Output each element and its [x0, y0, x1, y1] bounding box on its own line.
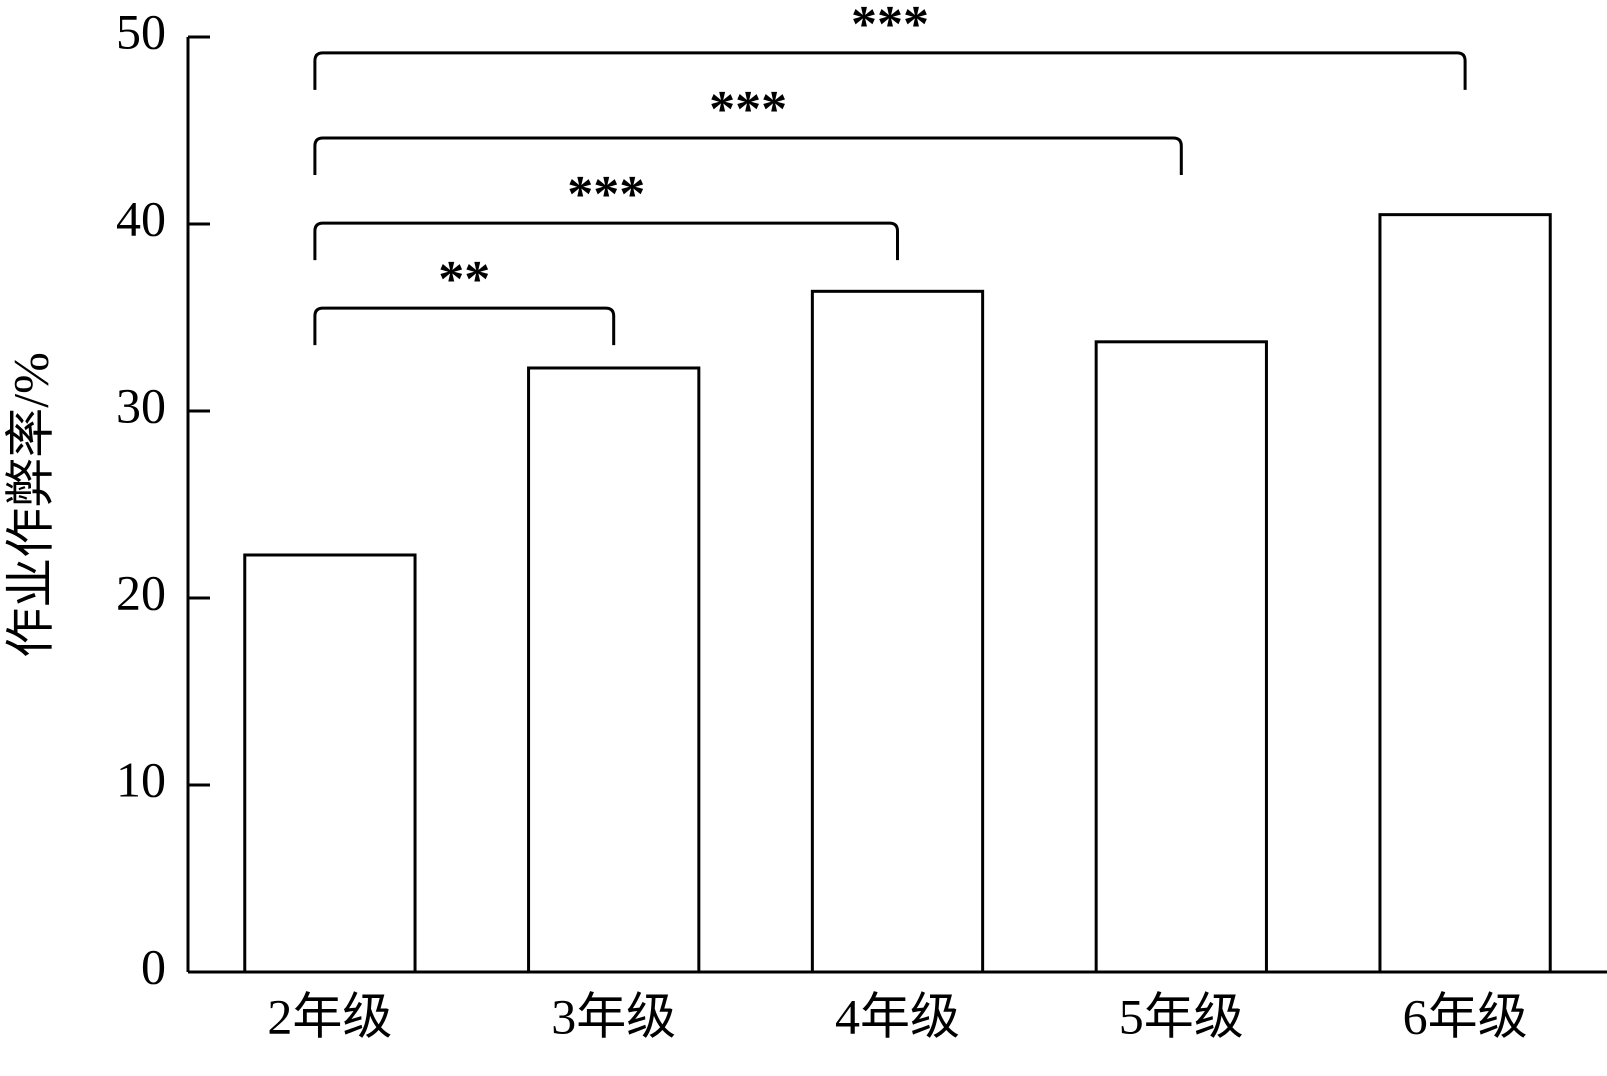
y-tick-label: 20: [116, 564, 166, 620]
x-tick-label: 4年级: [835, 988, 960, 1044]
x-tick-label: 6年级: [1403, 988, 1528, 1044]
bar: [527, 366, 701, 974]
bar: [1378, 213, 1552, 974]
y-tick-label: 10: [116, 751, 166, 807]
significance-bracket: [313, 51, 1467, 90]
bar: [810, 289, 985, 974]
significance-label: **: [438, 251, 490, 308]
bar: [1094, 340, 1268, 974]
x-tick-label: 3年级: [551, 988, 676, 1044]
x-tick-label: 2年级: [267, 988, 392, 1044]
y-tick-label: 30: [116, 377, 166, 433]
y-axis-label: 作业作弊率/%: [2, 352, 58, 658]
significance-bracket: [313, 306, 616, 346]
significance-bracket: [313, 221, 899, 261]
y-tick-label: 50: [116, 3, 166, 59]
x-tick-label: 5年级: [1119, 988, 1244, 1044]
y-tick-label: 0: [141, 938, 166, 994]
y-tick-label: 40: [116, 190, 166, 246]
bar: [243, 553, 417, 974]
significance-label: ***: [709, 81, 787, 138]
significance-label: ***: [567, 166, 645, 223]
significance-bracket: [313, 136, 1183, 175]
significance-label: ***: [851, 0, 929, 53]
